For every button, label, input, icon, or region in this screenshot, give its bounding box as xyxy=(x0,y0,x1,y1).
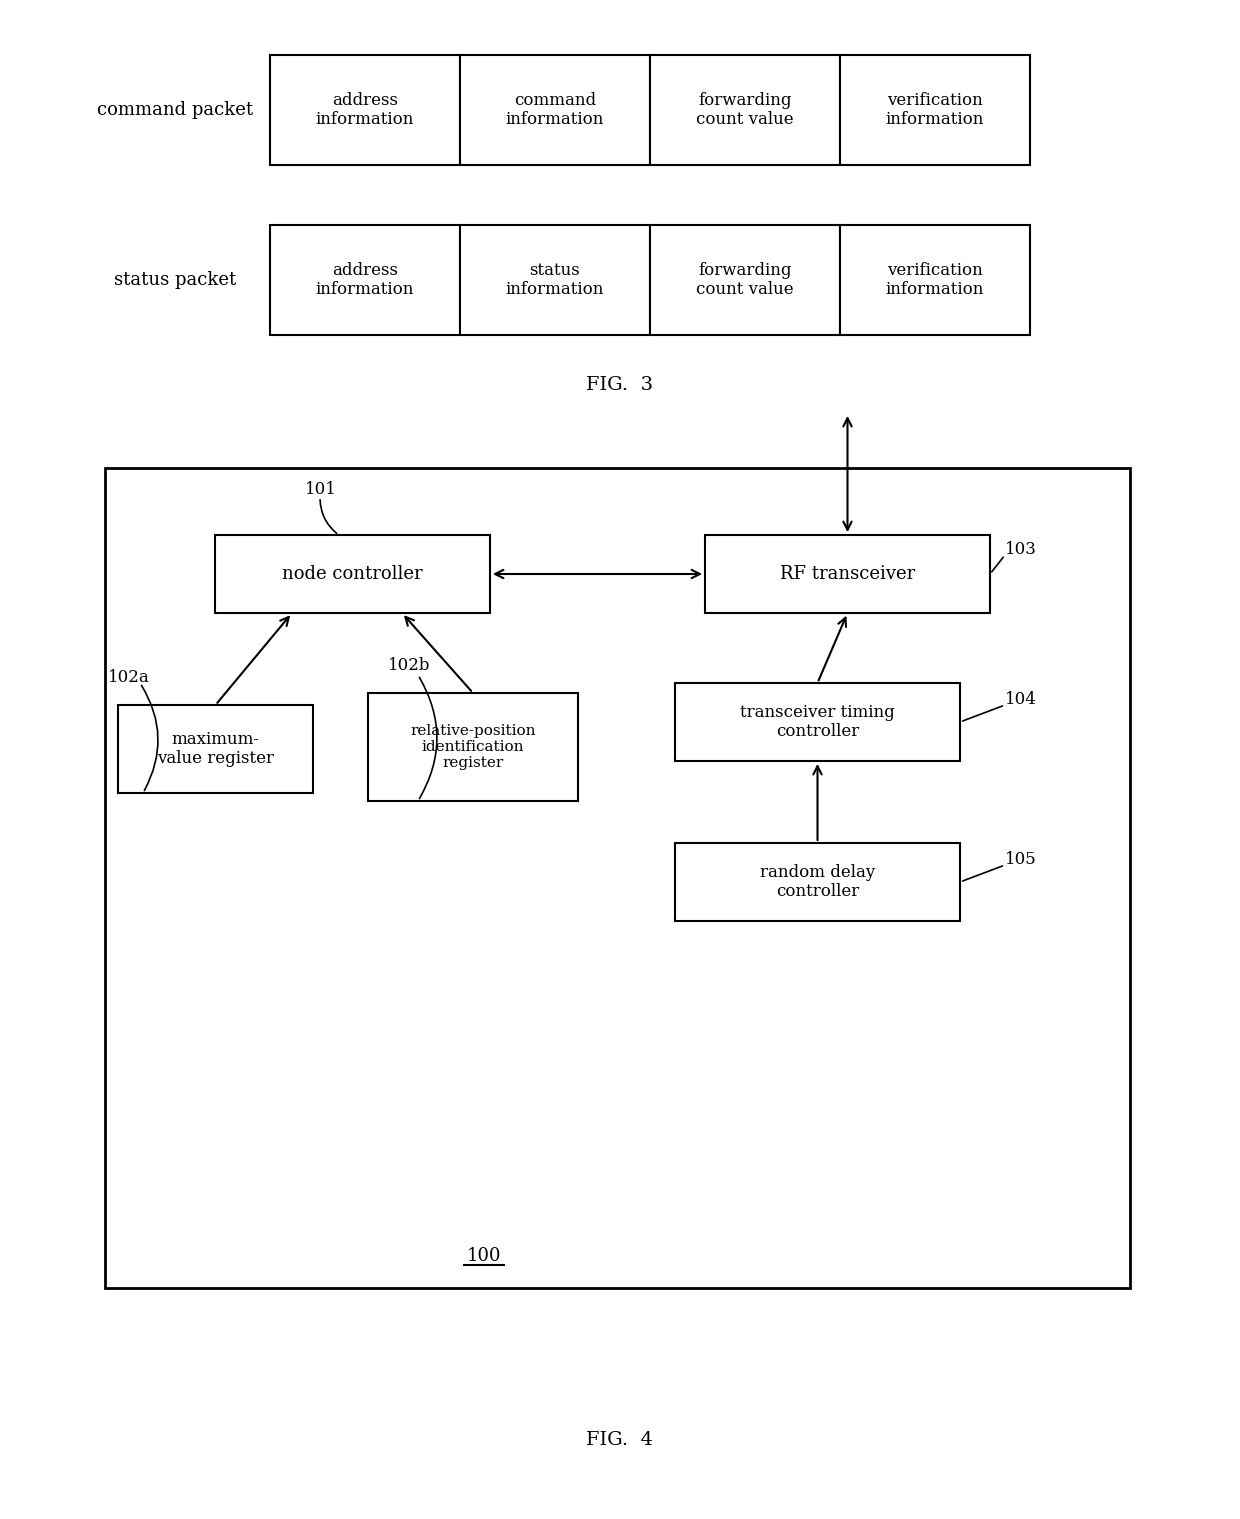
Text: status packet: status packet xyxy=(114,270,236,289)
Text: 103: 103 xyxy=(1004,541,1037,559)
Text: 102a: 102a xyxy=(108,670,150,687)
Text: FIG.  3: FIG. 3 xyxy=(587,377,653,393)
Text: random delay
controller: random delay controller xyxy=(760,864,875,901)
FancyBboxPatch shape xyxy=(460,225,650,336)
Text: address
information: address information xyxy=(316,261,414,298)
FancyBboxPatch shape xyxy=(650,225,839,336)
Text: relative-position
identification
register: relative-position identification registe… xyxy=(410,723,536,770)
Text: 104: 104 xyxy=(1004,691,1037,708)
Text: forwarding
count value: forwarding count value xyxy=(696,261,794,298)
Text: verification
information: verification information xyxy=(885,91,985,128)
FancyBboxPatch shape xyxy=(839,55,1030,166)
Text: command
information: command information xyxy=(506,91,604,128)
FancyBboxPatch shape xyxy=(105,468,1130,1288)
Text: FIG.  4: FIG. 4 xyxy=(587,1431,653,1449)
FancyBboxPatch shape xyxy=(650,55,839,166)
Text: 100: 100 xyxy=(467,1247,501,1265)
FancyBboxPatch shape xyxy=(270,55,460,166)
Text: RF transceiver: RF transceiver xyxy=(780,565,915,583)
Text: forwarding
count value: forwarding count value xyxy=(696,91,794,128)
FancyBboxPatch shape xyxy=(706,535,990,614)
Text: maximum-
value register: maximum- value register xyxy=(157,731,274,767)
FancyBboxPatch shape xyxy=(118,705,312,793)
Text: status
information: status information xyxy=(506,261,604,298)
FancyBboxPatch shape xyxy=(839,225,1030,336)
Text: command packet: command packet xyxy=(97,100,253,118)
Text: node controller: node controller xyxy=(283,565,423,583)
Text: address
information: address information xyxy=(316,91,414,128)
FancyBboxPatch shape xyxy=(675,684,960,761)
Text: 105: 105 xyxy=(1004,852,1037,869)
Text: verification
information: verification information xyxy=(885,261,985,298)
Text: 101: 101 xyxy=(305,482,337,498)
FancyBboxPatch shape xyxy=(270,225,460,336)
Text: transceiver timing
controller: transceiver timing controller xyxy=(740,703,895,740)
FancyBboxPatch shape xyxy=(368,693,578,801)
FancyBboxPatch shape xyxy=(460,55,650,166)
FancyBboxPatch shape xyxy=(215,535,490,614)
Text: 102b: 102b xyxy=(388,658,430,674)
FancyBboxPatch shape xyxy=(675,843,960,921)
